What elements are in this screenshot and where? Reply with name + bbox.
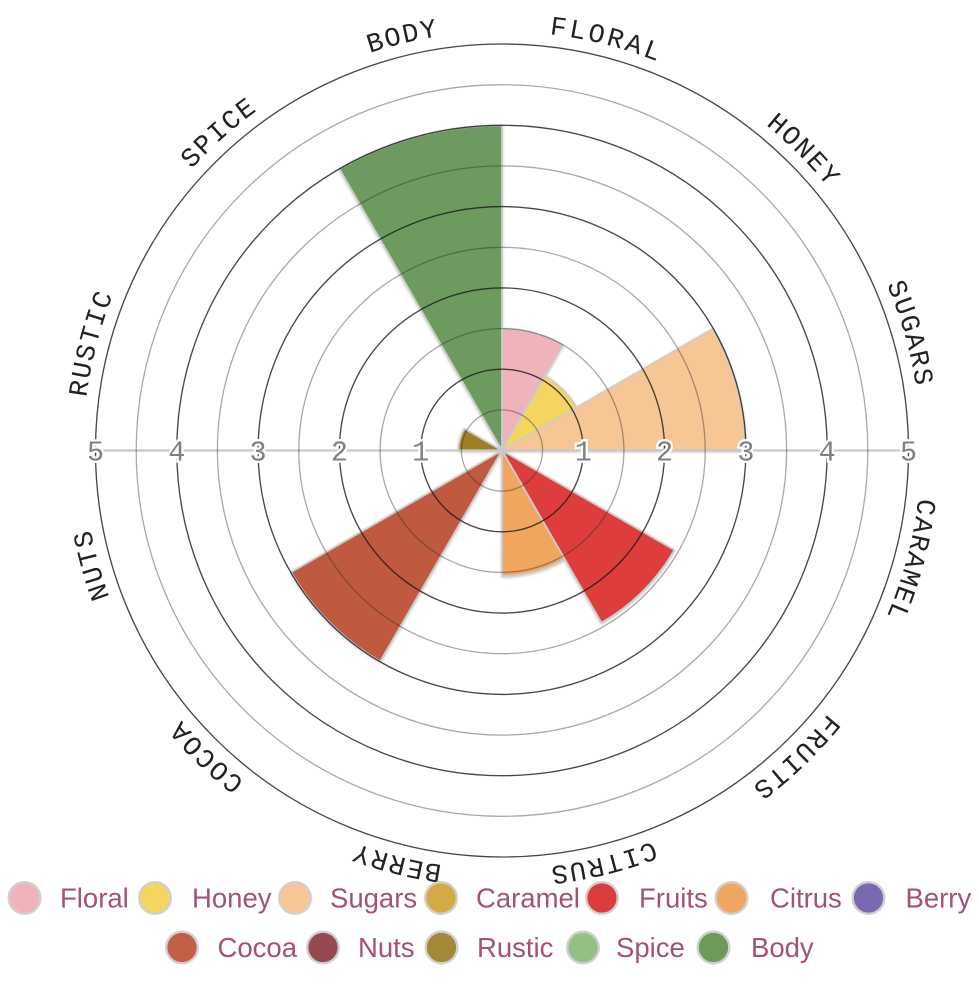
svg-text:Spice: Spice [616, 932, 685, 963]
svg-text:Cocoa: Cocoa [218, 932, 298, 963]
svg-text:O: O [585, 20, 607, 53]
svg-text:3: 3 [250, 437, 267, 470]
svg-text:R: R [386, 846, 409, 879]
svg-text:Honey: Honey [192, 883, 272, 914]
svg-text:Body: Body [751, 932, 814, 963]
svg-text:1: 1 [412, 437, 429, 470]
svg-text:4: 4 [168, 437, 185, 470]
svg-text:L: L [567, 16, 588, 48]
svg-text:3: 3 [737, 437, 754, 470]
svg-text:R: R [66, 378, 98, 398]
svg-text:R: R [603, 24, 627, 57]
svg-text:1: 1 [575, 437, 592, 470]
svg-text:5: 5 [900, 437, 917, 470]
svg-text:Citrus: Citrus [770, 883, 842, 914]
svg-text:2: 2 [331, 437, 348, 470]
svg-text:S: S [549, 856, 569, 888]
svg-text:O: O [382, 23, 405, 56]
svg-text:U: U [567, 853, 588, 885]
svg-text:D: D [400, 19, 422, 52]
svg-text:F: F [548, 13, 568, 45]
svg-text:Caramel: Caramel [476, 883, 580, 914]
svg-text:T: T [76, 323, 109, 347]
svg-text:T: T [74, 545, 107, 568]
svg-text:Floral: Floral [60, 883, 129, 914]
svg-text:Berry: Berry [906, 883, 972, 914]
svg-text:E: E [404, 850, 426, 883]
svg-text:U: U [68, 360, 101, 382]
svg-text:Fruits: Fruits [639, 883, 708, 914]
svg-text:S: S [904, 366, 936, 387]
svg-text:5: 5 [87, 437, 104, 470]
svg-text:4: 4 [819, 437, 836, 470]
svg-text:S: S [70, 528, 103, 550]
svg-text:B: B [423, 854, 444, 886]
svg-text:Nuts: Nuts [358, 932, 415, 963]
svg-text:Y: Y [418, 16, 439, 48]
svg-text:R: R [584, 849, 606, 882]
svg-text:Rustic: Rustic [477, 932, 554, 963]
svg-text:R: R [901, 348, 934, 370]
svg-text:2: 2 [656, 437, 673, 470]
svg-text:A: A [904, 514, 937, 536]
svg-text:S: S [72, 342, 105, 365]
svg-text:R: R [901, 531, 934, 553]
svg-text:C: C [907, 497, 939, 517]
svg-text:Sugars: Sugars [330, 883, 417, 914]
svg-text:T: T [601, 844, 624, 877]
